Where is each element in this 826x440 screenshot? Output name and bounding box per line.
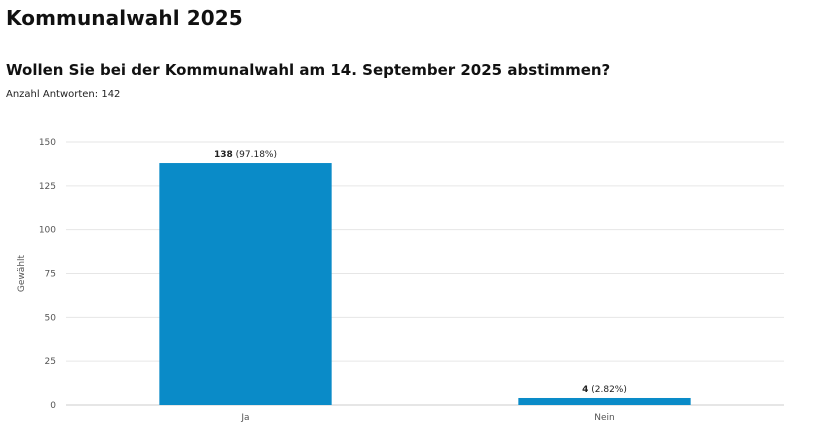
page-title: Kommunalwahl 2025 bbox=[6, 6, 243, 30]
y-tick-label: 125 bbox=[39, 182, 56, 192]
answers-count-line: Anzahl Antworten: 142 bbox=[6, 89, 120, 100]
data-label-percent: (97.18%) bbox=[233, 150, 277, 160]
data-label-value: 138 bbox=[214, 150, 233, 160]
data-label-percent: (2.82%) bbox=[588, 385, 626, 395]
x-tick-label: Nein bbox=[594, 413, 614, 423]
x-tick-label: Ja bbox=[240, 413, 249, 423]
y-tick-label: 150 bbox=[39, 138, 56, 148]
y-tick-label: 75 bbox=[45, 270, 56, 280]
y-tick-label: 0 bbox=[50, 401, 56, 411]
y-tick-label: 50 bbox=[45, 313, 57, 323]
answers-count-value: 142 bbox=[101, 89, 121, 100]
y-axis-title: Gewählt bbox=[17, 254, 27, 292]
data-label: 138 (97.18%) bbox=[214, 150, 277, 160]
survey-question: Wollen Sie bei der Kommunalwahl am 14. S… bbox=[6, 61, 611, 79]
bar-nein bbox=[518, 397, 691, 405]
y-tick-label: 100 bbox=[39, 226, 56, 236]
data-label: 4 (2.82%) bbox=[582, 385, 627, 395]
y-tick-label: 25 bbox=[45, 357, 56, 367]
bar-ja bbox=[159, 163, 332, 405]
answers-count-label: Anzahl Antworten: bbox=[6, 89, 99, 100]
data-label-value: 4 bbox=[582, 385, 588, 395]
